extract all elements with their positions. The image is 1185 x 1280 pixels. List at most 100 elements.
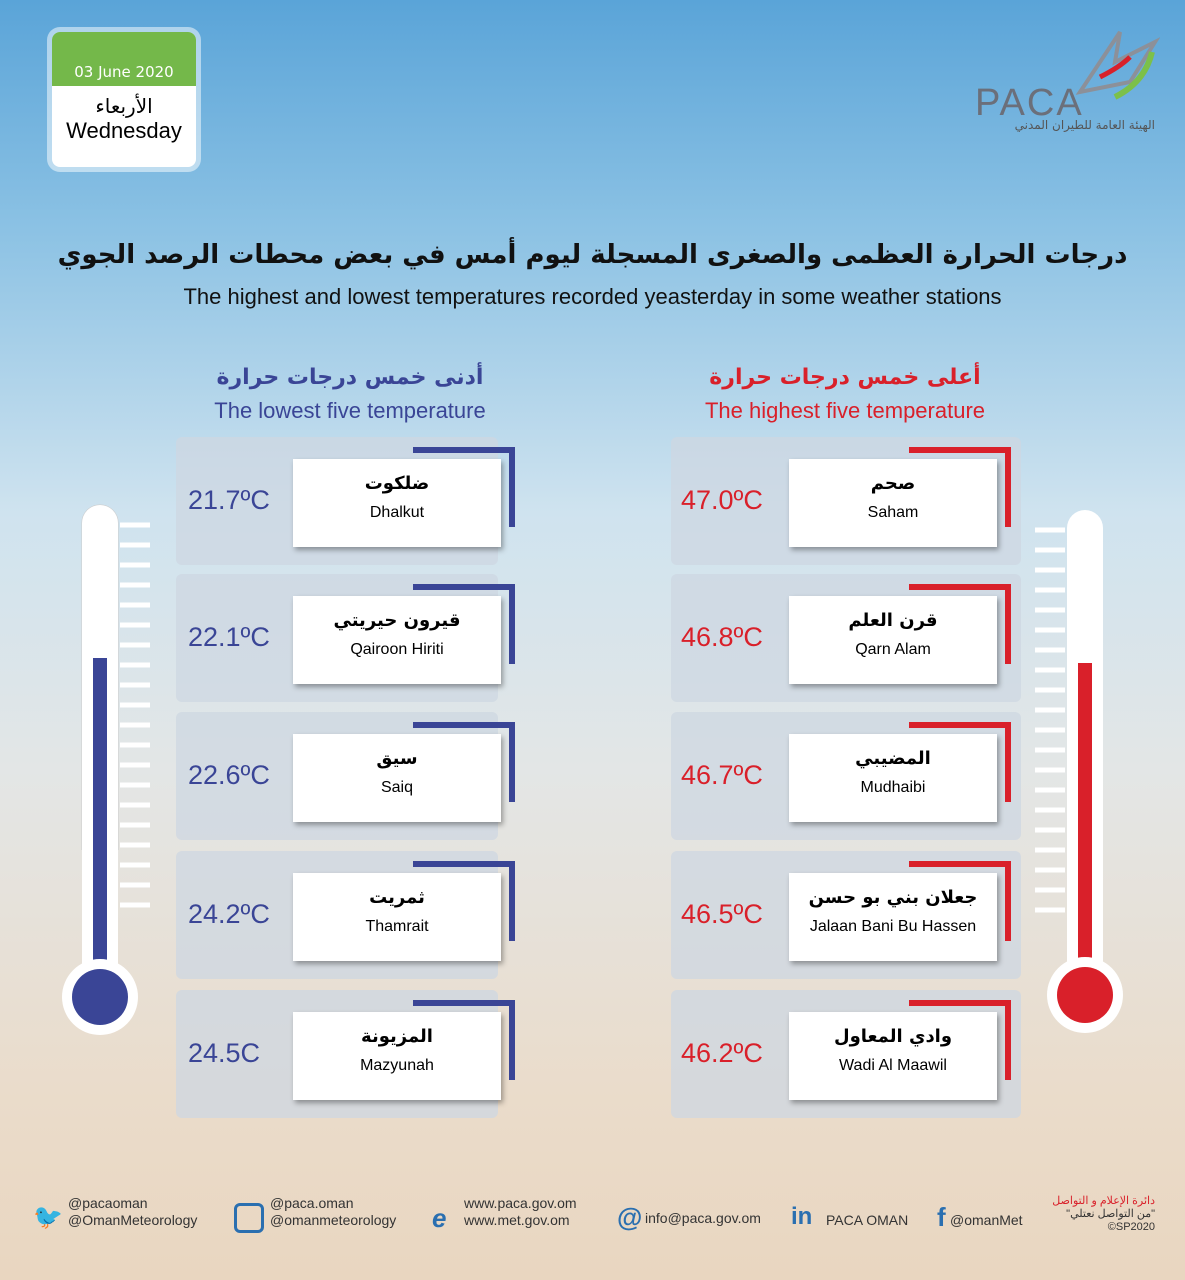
station-box: ثمريت Thamrait xyxy=(293,873,501,961)
station-name-en: Wadi Al Maawil xyxy=(839,1057,947,1074)
thermometer-fill xyxy=(93,658,107,978)
temperature: 46.5ºC xyxy=(681,899,763,929)
calendar: 03 June 2020 الأربعاء Wednesday xyxy=(52,32,196,167)
instagram: @paca.oman @omanmeteorology xyxy=(270,1195,396,1229)
card-accent xyxy=(413,584,515,664)
temperature: 21.7ºC xyxy=(188,485,270,515)
station-box: صحم Saham xyxy=(789,459,997,547)
thermometer-scale xyxy=(1035,527,1065,913)
twitter: @pacaoman @OmanMeteorology xyxy=(68,1195,197,1229)
station-name-ar: جعلان بني بو حسن xyxy=(808,887,978,908)
station-box: قرن العلم Qarn Alam xyxy=(789,596,997,684)
logo-swoosh xyxy=(1113,51,1155,100)
station-name-en: Qarn Alam xyxy=(855,641,931,658)
highest-title-ar: أعلى خمس درجات حرارة xyxy=(709,365,981,390)
instagram-icon xyxy=(234,1203,264,1233)
card-accent xyxy=(909,861,1011,941)
station-name-ar: قيرون حيريتي xyxy=(333,610,461,631)
station-name-ar: ثمريت xyxy=(369,887,425,908)
card-accent xyxy=(413,447,515,527)
station-box: قيرون حيريتي Qairoon Hiriti xyxy=(293,596,501,684)
instagram-1: @paca.oman xyxy=(270,1195,354,1211)
email-icon: @ xyxy=(617,1202,643,1232)
calendar-date: 03 June 2020 xyxy=(52,32,196,86)
twitter-1: @pacaoman xyxy=(68,1195,148,1211)
card-accent xyxy=(413,722,515,802)
station-name-en: Dhalkut xyxy=(369,504,425,521)
temperature: 24.2ºC xyxy=(188,899,270,929)
station-name-en: Jalaan Bani Bu Hassen xyxy=(809,918,977,935)
temperature: 46.8ºC xyxy=(681,622,763,652)
station-card: 24.5C المزيونة Mazyunah xyxy=(176,990,515,1118)
station-card: 24.2ºC ثمريت Thamrait xyxy=(176,851,515,979)
card-accent xyxy=(909,447,1011,527)
station-card: 46.5ºC جعلان بني بو حسن Jalaan Bani Bu Has… xyxy=(671,851,1021,979)
title-en: The highest and lowest temperatures reco… xyxy=(183,284,1002,309)
station-name-en: Mazyunah xyxy=(360,1057,434,1074)
email: info@paca.gov.om xyxy=(645,1210,761,1226)
station-box: المزيونة Mazyunah xyxy=(293,1012,501,1100)
twitter-2: @OmanMeteorology xyxy=(68,1212,198,1228)
copyright: ©SP2020 xyxy=(1107,1221,1155,1233)
card-accent xyxy=(909,1000,1011,1080)
department-slogan: "من التواصل نعتلي" xyxy=(1066,1208,1155,1220)
highest-title-en: The highest five temperature xyxy=(704,398,986,423)
card-accent xyxy=(413,861,515,941)
linkedin: PACA OMAN xyxy=(826,1212,909,1228)
station-card: 21.7ºC ضلكوت Dhalkut xyxy=(176,437,515,565)
station-name-ar: وادي المعاول xyxy=(833,1026,953,1047)
station-name-en: Thamrait xyxy=(365,918,429,935)
temperature: 47.0ºC xyxy=(681,485,763,515)
temperature: 46.2ºC xyxy=(681,1038,763,1068)
temperature: 22.1ºC xyxy=(188,622,270,652)
calendar-day-ar: الأربعاء xyxy=(95,94,153,118)
web-1: www.paca.gov.om xyxy=(464,1195,577,1211)
thermometer-blue-body xyxy=(62,505,150,1035)
department: دائرة الإعلام و التواصل "من التواصل نعتل… xyxy=(1030,1195,1155,1234)
web-2: www.met.gov.om xyxy=(464,1212,570,1228)
department-name: دائرة الإعلام و التواصل xyxy=(1052,1195,1155,1207)
logo-subtitle: الهيئة العامة للطيران المدني xyxy=(1014,118,1155,132)
station-card: 22.6ºC سيق Saiq xyxy=(176,712,515,840)
station-card: 46.2ºC وادي المعاول Wadi Al Maawil xyxy=(671,990,1021,1118)
station-name-en: Mudhaibi xyxy=(860,779,926,796)
station-card: 46.7ºC المضيبي Mudhaibi xyxy=(671,712,1021,840)
card-accent xyxy=(413,1000,515,1080)
temperature: 24.5C xyxy=(188,1038,261,1068)
station-name-ar: سيق xyxy=(376,748,418,769)
station-box: وادي المعاول Wadi Al Maawil xyxy=(789,1012,997,1100)
card-accent xyxy=(909,584,1011,664)
station-card: 46.8ºC قرن العلم Qarn Alam xyxy=(671,574,1021,702)
facebook: @omanMet xyxy=(950,1212,1023,1228)
temperature: 46.7ºC xyxy=(681,760,763,790)
station-name-ar: ضلكوت xyxy=(364,473,430,494)
thermometer-bulb-fill xyxy=(72,969,128,1025)
station-name-ar: المضيبي xyxy=(855,748,931,769)
station-box: جعلان بني بو حسن Jalaan Bani Bu Hassen xyxy=(789,873,997,961)
station-name-ar: صحم xyxy=(870,473,916,494)
station-name-en: Saham xyxy=(867,504,919,521)
station-name-en: Saiq xyxy=(380,779,414,796)
title-ar: درجات الحرارة العظمى والصغرى المسجلة ليو… xyxy=(57,240,1128,270)
station-card: 22.1ºC قيرون حيريتي Qairoon Hiriti xyxy=(176,574,515,702)
thermometer-bulb-fill xyxy=(1057,967,1113,1023)
instagram-2: @omanmeteorology xyxy=(270,1212,397,1228)
calendar-day-en: Wednesday xyxy=(66,118,182,143)
station-name-ar: قرن العلم xyxy=(848,610,938,631)
logo-mark xyxy=(1075,30,1160,100)
web: www.paca.gov.om www.met.gov.om xyxy=(464,1195,577,1229)
twitter-icon: 🐦 xyxy=(33,1204,63,1231)
station-box: سيق Saiq xyxy=(293,734,501,822)
thermometer-scale xyxy=(120,522,150,908)
card-accent xyxy=(909,722,1011,802)
station-box: ضلكوت Dhalkut xyxy=(293,459,501,547)
thermometer-fill xyxy=(1078,663,1092,983)
station-box: المضيبي Mudhaibi xyxy=(789,734,997,822)
lowest-title-ar: أدنى خمس درجات حرارة xyxy=(216,365,484,390)
linkedin-icon: in xyxy=(791,1203,813,1230)
web-icon: e xyxy=(432,1203,447,1233)
temperature: 22.6ºC xyxy=(188,760,270,790)
logo-text: PACA xyxy=(975,82,1084,124)
station-card: 47.0ºC صحم Saham xyxy=(671,437,1021,565)
